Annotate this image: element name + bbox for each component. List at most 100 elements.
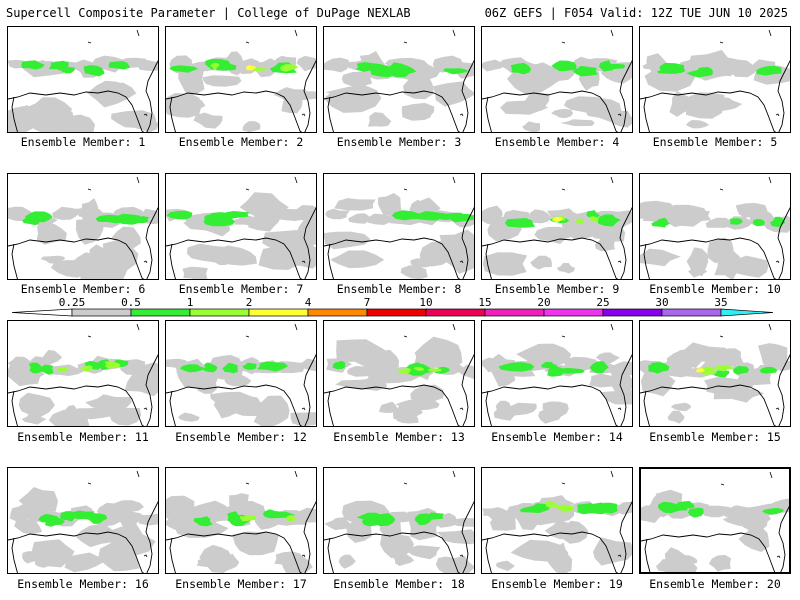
scp-green-area xyxy=(214,63,237,71)
ensemble-member-19-panel[interactable] xyxy=(481,467,633,574)
scp-green-area xyxy=(60,511,78,522)
scp-gray-area xyxy=(560,119,595,127)
ensemble-member-9-panel[interactable] xyxy=(481,173,633,280)
great-lakes-mark xyxy=(561,41,566,44)
scp-gray-area xyxy=(680,95,731,114)
ensemble-member-16-panel[interactable] xyxy=(7,467,159,574)
scp-gray-area xyxy=(274,551,302,565)
colorbar-segment xyxy=(71,308,132,317)
scp-gray-area xyxy=(138,513,158,526)
scp-lime-area xyxy=(699,366,717,375)
ensemble-member-13-panel[interactable] xyxy=(323,320,475,427)
scp-gray-area xyxy=(86,269,123,278)
colorbar-tick-label: 35 xyxy=(714,297,727,309)
scp-green-area xyxy=(203,362,218,373)
ensemble-member-15-panel[interactable] xyxy=(639,320,791,427)
scp-gray-area xyxy=(296,55,316,72)
scp-green-area xyxy=(541,361,558,369)
scp-gray-area xyxy=(500,100,549,115)
scp-lime-area xyxy=(589,216,599,223)
scp-lime-area xyxy=(413,367,424,371)
scp-green-area xyxy=(547,366,564,377)
scp-gray-area xyxy=(482,507,507,518)
ensemble-member-1-panel[interactable] xyxy=(7,26,159,133)
scp-gray-area xyxy=(437,529,474,545)
ensemble-member-7-panel[interactable] xyxy=(165,173,317,280)
scp-gray-area xyxy=(495,560,516,571)
scp-gray-area xyxy=(688,265,708,278)
scp-gray-area xyxy=(400,265,428,279)
scp-gray-area xyxy=(40,255,66,264)
scp-lime-area xyxy=(557,504,571,511)
ensemble-member-20-panel[interactable] xyxy=(639,467,791,574)
scp-lime-area xyxy=(545,500,558,508)
scp-gray-area xyxy=(404,63,441,81)
scp-gray-area xyxy=(738,526,770,552)
scp-gray-area xyxy=(8,356,33,370)
scp-gray-area xyxy=(656,558,675,572)
ensemble-member-label: Ensemble Member: 19 xyxy=(491,577,623,591)
ensemble-member-6-panel[interactable] xyxy=(7,173,159,280)
scp-gray-area xyxy=(413,108,432,120)
great-lakes-mark xyxy=(294,176,298,184)
texas-coast xyxy=(169,243,176,279)
great-lakes-mark xyxy=(720,483,725,486)
ensemble-member-4-panel[interactable] xyxy=(481,26,633,133)
scp-gray-area xyxy=(348,213,371,224)
colorbar-segment xyxy=(661,308,722,317)
member-map xyxy=(482,176,632,279)
scp-gray-area xyxy=(452,518,474,527)
colorbar-tick-label: 4 xyxy=(305,297,312,309)
scp-green-area xyxy=(83,65,105,77)
scp-green-area xyxy=(424,512,444,520)
scp-green-area xyxy=(659,62,685,74)
scp-gray-area xyxy=(182,266,208,279)
member-map xyxy=(8,323,158,426)
ensemble-member-2-panel[interactable] xyxy=(165,26,317,133)
great-lakes-mark xyxy=(136,29,140,37)
ensemble-member-8-panel[interactable] xyxy=(323,173,475,280)
scp-gray-area xyxy=(166,97,206,114)
ensemble-member-10-panel[interactable] xyxy=(639,173,791,280)
ensemble-member-11-panel[interactable] xyxy=(7,320,159,427)
scp-green-area xyxy=(551,60,577,72)
coastline xyxy=(166,59,316,132)
scp-gray-area xyxy=(206,508,233,522)
ensemble-member-17-panel[interactable] xyxy=(165,467,317,574)
ensemble-member-label: Ensemble Member: 10 xyxy=(649,282,781,296)
scp-gray-area xyxy=(538,409,563,424)
ensemble-member-label: Ensemble Member: 16 xyxy=(17,577,149,591)
great-lakes-mark xyxy=(136,323,140,331)
scp-green-area xyxy=(762,507,784,515)
scp-gray-area xyxy=(675,209,711,223)
scp-gray-area xyxy=(407,545,441,560)
great-lakes-mark xyxy=(294,323,298,331)
texas-coast xyxy=(11,390,18,426)
ensemble-member-14-panel[interactable] xyxy=(481,320,633,427)
scp-gray-area xyxy=(166,515,188,533)
colorbar-segment xyxy=(602,308,663,317)
great-lakes-mark xyxy=(561,188,566,191)
scp-green-area xyxy=(257,361,289,372)
scp-gray-area xyxy=(338,554,356,569)
ensemble-member-5-panel[interactable] xyxy=(639,26,791,133)
scp-gray-area xyxy=(458,364,474,380)
great-lakes-mark xyxy=(769,471,773,479)
scp-gray-area xyxy=(48,409,90,426)
ensemble-member-3-panel[interactable] xyxy=(323,26,475,133)
coastline xyxy=(324,353,474,426)
member-map xyxy=(166,470,316,573)
ensemble-member-18-panel[interactable] xyxy=(323,467,475,574)
colorbar-right-arrow xyxy=(720,308,774,317)
scp-gray-area xyxy=(330,250,385,269)
member-map xyxy=(324,323,474,426)
scp-gray-area xyxy=(325,208,350,220)
texas-coast xyxy=(485,390,492,426)
scp-green-area xyxy=(656,217,668,228)
member-map xyxy=(166,323,316,426)
scp-green-area xyxy=(203,217,235,227)
ensemble-member-12-panel[interactable] xyxy=(165,320,317,427)
scp-green-area xyxy=(528,503,550,511)
colorbar-segment xyxy=(484,308,545,317)
scp-green-area xyxy=(687,507,704,518)
